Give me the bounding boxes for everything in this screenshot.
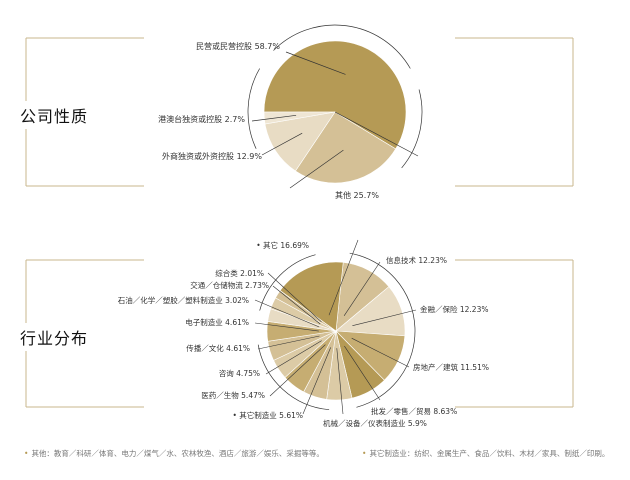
slice-label: 房地产／建筑 11.51%: [413, 362, 489, 372]
pie-company-type: 民营或民营控股 58.7% 港澳台独资或控股 2.7% 外商独资或外资控股 12.9…: [158, 24, 423, 200]
slice-label: 传播／文化 4.61%: [186, 343, 250, 353]
leader-line: [261, 132, 303, 156]
footnote-other-manufacturing-text: 其它制造业：纺织、金属生产、食品／饮料、木材／家具、制纸／印刷。: [369, 449, 610, 458]
section-frames: [25, 37, 574, 408]
bullet-icon: •: [362, 449, 367, 458]
slice-label: 医药／生物 5.47%: [201, 390, 265, 400]
leader-line: [254, 299, 320, 328]
slice-label: 港澳台独资或控股 2.7%: [158, 114, 245, 124]
slice-label: 机械／设备／仪表制造业 5.9%: [323, 418, 427, 428]
pie-industry: 信息技术 12.23% 金融／保险 12.23% 房地产／建筑 11.51% 批发／零…: [118, 239, 489, 428]
leader-line: [269, 344, 326, 397]
pie-slice: [263, 40, 407, 150]
leader-line: [265, 340, 322, 375]
leader-line: [344, 345, 381, 401]
section-title-industry: 行业分布: [18, 323, 91, 351]
outer-arc: [247, 68, 260, 149]
outer-arc: [257, 344, 330, 411]
slice-label: 电子制造业 4.61%: [185, 317, 249, 327]
slice-label: 民营或民营控股 58.7%: [196, 41, 280, 51]
pie-slice: [263, 111, 336, 125]
slice-label: 石油／化学／塑胶／塑料制造业 3.02%: [118, 295, 249, 305]
bullet-icon: •: [24, 449, 29, 458]
leader-line: [285, 51, 346, 75]
outer-arc: [259, 254, 316, 311]
leader-line: [351, 337, 410, 368]
slice-label: 综合类 2.01%: [215, 268, 264, 278]
leader-line: [352, 309, 417, 326]
footnote-other: • 其他：教育／科研／体育、电力／煤气／水、农林牧渔、酒店／旅游／娱乐、采掘等等。: [24, 448, 324, 459]
leader-line: [334, 111, 419, 157]
slice-label: 金融／保险 12.23%: [420, 304, 488, 314]
slice-label: 咨询 4.75%: [219, 368, 260, 378]
slice-label: • 其它制造业 5.61%: [232, 410, 303, 420]
pie-slice: [264, 111, 336, 172]
pie-slice: [279, 261, 344, 332]
leader-line: [257, 335, 320, 350]
section-title-company-type: 公司性质: [18, 101, 91, 129]
slice-label: 交通／仓储物流 2.73%: [190, 280, 269, 290]
outer-arc: [401, 89, 423, 169]
slice-label: 批发／零售／贸易 8.63%: [371, 406, 457, 416]
leader-line: [289, 149, 344, 189]
footnote-other-manufacturing: • 其它制造业：纺织、金属生产、食品／饮料、木材／家具、制纸／印刷。: [362, 448, 609, 459]
leader-line: [336, 348, 344, 415]
leader-line: [328, 239, 359, 316]
pie-slice: [295, 111, 397, 184]
slice-label: 其他 25.7%: [335, 190, 379, 200]
slice-label: 信息技术 12.23%: [386, 255, 447, 265]
leader-line: [272, 285, 321, 325]
footnote-other-text: 其他：教育／科研／体育、电力／煤气／水、农林牧渔、酒店／旅游／娱乐、采掘等等。: [31, 449, 324, 458]
slice-label: 外商独资或外资控股 12.9%: [162, 151, 262, 161]
leader-line: [251, 114, 297, 122]
outer-arc: [273, 24, 411, 69]
slice-label: • 其它 16.69%: [256, 240, 309, 250]
leader-line: [254, 322, 319, 332]
leader-line: [343, 261, 381, 316]
leader-line: [267, 272, 322, 323]
leader-line: [302, 347, 331, 415]
